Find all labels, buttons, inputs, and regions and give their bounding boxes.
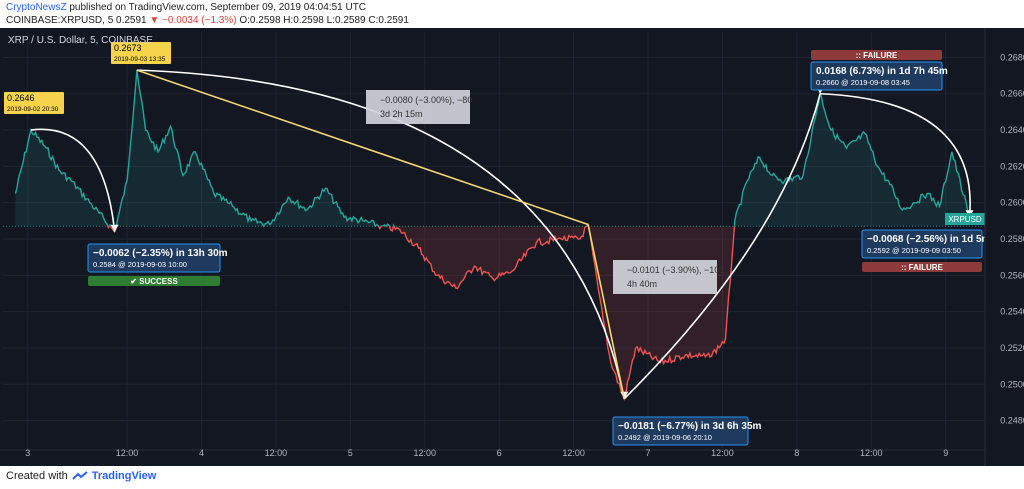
price-label-text: 0.2646 — [7, 93, 35, 103]
price-chart[interactable]: 0.2646 2019-09-02 20:30 0.2673 2019-09-03 1… — [0, 28, 1024, 466]
x-tick-label: 7 — [646, 448, 651, 458]
symbol-info: COINBASE:XRPUSD, 5 0.2591 ▼ −0.0034 (−1.… — [6, 15, 409, 26]
area-fills — [15, 70, 970, 399]
drawings — [30, 69, 974, 400]
price-axis-background — [985, 28, 1024, 466]
x-tick-label: 4 — [199, 448, 204, 458]
measure-box — [366, 90, 470, 124]
label-box — [612, 416, 749, 446]
publish-info-text: published on TradingView.com, September … — [66, 2, 367, 13]
measure-box — [613, 260, 717, 294]
series-line-down — [107, 226, 736, 401]
label-text: 0.0168 (6.73%) in 1d 7h 45m — [816, 66, 948, 77]
tradingview-logo-icon — [72, 471, 88, 480]
measure-box: −0.0101 (−3.90%), −101 4h 40m — [613, 260, 724, 294]
measure-box: −0.0080 (−3.00%), −80 3d 2h 15m — [366, 90, 472, 124]
price-label: 0.2673 2019-09-03 13:35 — [111, 42, 171, 64]
x-tick-label: 12:00 — [413, 448, 436, 458]
publish-info: CryptoNewsZ published on TradingView.com… — [6, 2, 366, 13]
label-text: −0.0181 (−6.77%) in 3d 6h 35m — [618, 421, 762, 432]
footer: Created with TradingView — [6, 470, 156, 482]
symbol-price: COINBASE:XRPUSD, 5 0.2591 — [6, 15, 147, 26]
up-area — [15, 70, 970, 227]
symbol-tag-text: XRPUSD — [948, 215, 982, 224]
price-label: 0.2646 2019-09-02 20:30 — [4, 92, 64, 114]
arc-drawing — [623, 93, 821, 400]
x-tick-label: 12:00 — [860, 448, 883, 458]
change-label: ✔ SUCCESS −0.0062 (−2.35%) in 13h 30m0.25… — [87, 243, 228, 286]
arc-drawing — [820, 92, 971, 218]
price-series — [3, 70, 985, 401]
symbol-tag — [945, 213, 985, 226]
time-axis[interactable]: 3 12:00 4 12:00 5 12:00 6 12:00 7 12:00 8 12:00 9 — [0, 448, 985, 458]
footer-brand[interactable]: TradingView — [91, 470, 157, 482]
y-tick-label: 0.2680 — [1000, 52, 1024, 62]
arc-drawing — [30, 128, 116, 232]
trend-line — [587, 224, 626, 399]
label-subtext: 0.2492 @ 2019-09-06 20:10 — [618, 433, 712, 442]
arrow-head — [110, 224, 119, 232]
price-label-box — [111, 42, 171, 64]
price-label-date: 2019-09-03 13:35 — [114, 56, 166, 63]
status-tag — [88, 276, 220, 286]
label-box — [810, 61, 943, 91]
x-tick-label: 12:00 — [711, 448, 734, 458]
measure-text: 4h 40m — [627, 279, 657, 289]
x-tick-label: 12:00 — [116, 448, 139, 458]
change-label: :: FAILURE −0.0068 (−2.56%) in 1d 5m0.259… — [861, 229, 991, 272]
price-change: ▼ −0.0034 (−1.3%) — [146, 15, 240, 26]
label-subtext: 0.2584 @ 2019-09-03 10:00 — [93, 260, 187, 269]
publisher-name[interactable]: CryptoNewsZ — [6, 2, 67, 13]
status-tag-text: :: FAILURE — [856, 51, 898, 60]
label-subtext: 0.2592 @ 2019-09-09 03:50 — [867, 246, 961, 255]
series-line-up — [14, 70, 971, 227]
y-tick-label: 0.2660 — [1000, 89, 1024, 99]
down-area — [107, 226, 735, 399]
measure-text: −0.0101 (−3.90%), −101 — [627, 265, 724, 275]
x-tick-label: 12:00 — [265, 448, 288, 458]
label-subtext: 0.2660 @ 2019-09-08 03:45 — [816, 78, 910, 87]
status-tag-text: ✔ SUCCESS — [130, 277, 178, 286]
ohlc-values: O:0.2598 H:0.2598 L:0.2589 C:0.2591 — [239, 15, 409, 26]
measure-text: 3d 2h 15m — [380, 109, 423, 119]
label-box — [87, 243, 221, 273]
x-tick-label: 3 — [25, 448, 30, 458]
x-tick-label: 5 — [348, 448, 353, 458]
price-label-box — [4, 92, 64, 114]
status-tag — [862, 262, 982, 272]
x-tick-label: 6 — [497, 448, 502, 458]
arc-drawing — [136, 69, 626, 399]
label-text: −0.0068 (−2.56%) in 1d 5m — [867, 234, 991, 245]
footer-created-with: Created with — [6, 470, 68, 482]
x-tick-label: 12:00 — [562, 448, 585, 458]
status-tag-text: :: FAILURE — [901, 263, 943, 272]
label-text: −0.0062 (−2.35%) in 13h 30m — [93, 248, 228, 259]
measure-text: −0.0080 (−3.00%), −80 — [380, 95, 472, 105]
x-tick-label: 9 — [943, 448, 948, 458]
price-label-date: 2019-09-02 20:30 — [7, 106, 59, 113]
trend-line — [136, 69, 589, 226]
label-box — [861, 229, 983, 259]
chart-title: XRP / U.S. Dollar, 5, COINBASE — [8, 35, 153, 46]
x-tick-label: 8 — [794, 448, 799, 458]
price-label-text: 0.2673 — [114, 43, 142, 53]
status-tag — [811, 50, 942, 60]
